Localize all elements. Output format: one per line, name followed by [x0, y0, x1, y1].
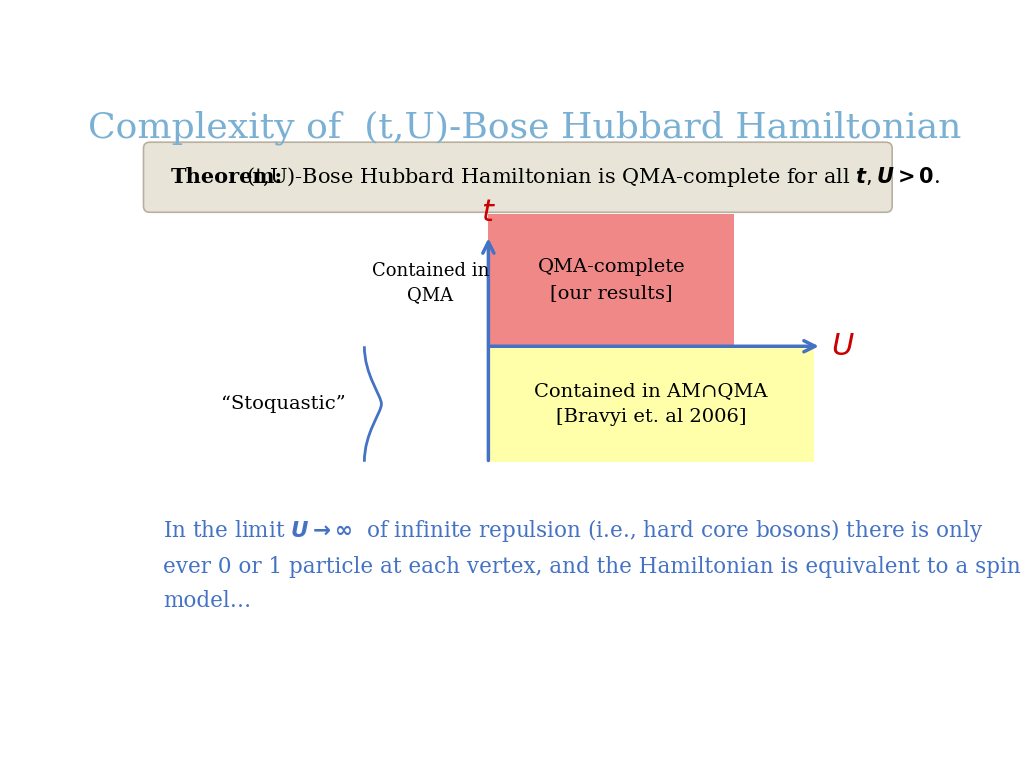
- Text: In the limit $\boldsymbol{U \rightarrow \infty}$  of infinite repulsion (i.e., h: In the limit $\boldsymbol{U \rightarrow …: [163, 517, 1021, 611]
- FancyBboxPatch shape: [143, 142, 892, 212]
- Text: Contained in AM∩QMA
[Bravyi et. al 2006]: Contained in AM∩QMA [Bravyi et. al 2006]: [535, 382, 768, 426]
- Text: (t,U)-Bose Hubbard Hamiltonian is QMA-complete for all $\boldsymbol{t, U > 0}$.: (t,U)-Bose Hubbard Hamiltonian is QMA-co…: [246, 165, 940, 189]
- Text: Theorem:: Theorem:: [171, 167, 283, 187]
- Text: Contained in
QMA: Contained in QMA: [372, 262, 488, 305]
- Text: $U$: $U$: [830, 331, 855, 362]
- Bar: [488, 214, 734, 346]
- Text: QMA-complete
[our results]: QMA-complete [our results]: [538, 258, 685, 303]
- Text: Complexity of  (t,U)-Bose Hubbard Hamiltonian: Complexity of (t,U)-Bose Hubbard Hamilto…: [88, 111, 962, 145]
- Text: $t$: $t$: [481, 197, 496, 227]
- Text: “Stoquastic”: “Stoquastic”: [220, 395, 345, 413]
- Bar: [488, 346, 814, 462]
